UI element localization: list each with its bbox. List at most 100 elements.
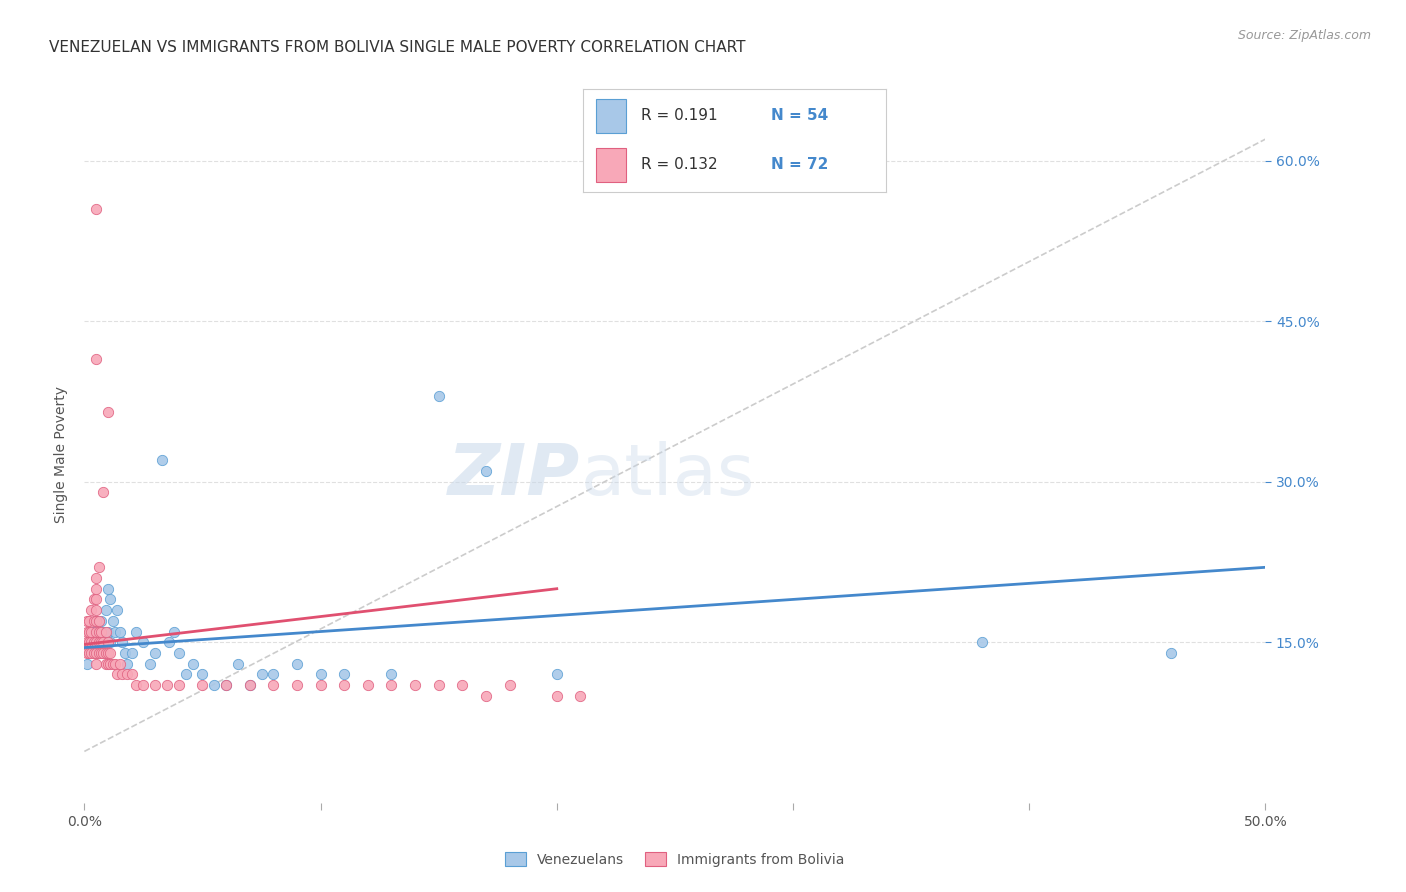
Point [97,405,120,419]
Point [546,689,568,703]
Point [83,614,105,628]
Point [101,657,124,671]
Point [108,657,131,671]
Point [167,646,190,660]
Point [83,592,105,607]
Point [104,624,127,639]
Point [84,351,107,366]
Point [132,678,155,692]
Point [77,646,100,660]
Point [97,582,120,596]
Point [83,646,105,660]
Point [84,635,107,649]
Point [174,667,197,681]
Point [77,646,100,660]
Point [970,635,993,649]
Point [80,635,103,649]
Point [1160,646,1182,660]
Point [121,646,143,660]
Point [80,635,103,649]
Point [104,657,127,671]
Point [167,678,190,692]
Point [157,635,180,649]
Point [475,464,498,478]
Point [333,678,356,692]
Point [115,657,138,671]
Legend: Venezuelans, Immigrants from Bolivia: Venezuelans, Immigrants from Bolivia [499,847,851,872]
Point [451,678,474,692]
Point [101,614,124,628]
Point [191,667,214,681]
Point [125,624,148,639]
Point [84,635,107,649]
Point [181,657,204,671]
Text: Source: ZipAtlas.com: Source: ZipAtlas.com [1237,29,1371,42]
Point [94,624,117,639]
Point [111,635,134,649]
Point [475,689,498,703]
Point [97,657,120,671]
Point [380,667,402,681]
Point [97,646,120,660]
Point [84,646,107,660]
Point [309,667,332,681]
Point [98,592,121,607]
Text: R = 0.191: R = 0.191 [641,108,717,123]
Point [108,624,131,639]
Point [76,646,98,660]
Point [80,646,103,660]
Point [98,646,121,660]
Point [90,635,112,649]
Point [91,646,114,660]
Point [163,624,186,639]
Point [77,614,100,628]
Point [262,678,284,692]
Point [84,614,107,628]
Point [498,678,520,692]
Point [107,603,129,617]
Point [83,635,105,649]
Point [97,635,120,649]
Point [546,667,568,681]
Point [84,657,107,671]
Y-axis label: Single Male Poverty: Single Male Poverty [55,386,69,524]
Point [91,646,114,660]
Point [202,678,225,692]
Point [156,678,179,692]
Point [84,582,107,596]
Point [285,678,308,692]
Text: N = 72: N = 72 [770,157,828,171]
Point [84,571,107,585]
Point [90,635,112,649]
Text: R = 0.132: R = 0.132 [641,157,717,171]
Point [333,667,356,681]
Point [76,614,98,628]
Point [84,592,107,607]
Point [90,614,112,628]
Point [80,624,103,639]
Point [87,624,110,639]
Point [98,635,121,649]
Point [132,635,155,649]
Point [98,657,121,671]
Point [94,603,117,617]
Text: VENEZUELAN VS IMMIGRANTS FROM BOLIVIA SINGLE MALE POVERTY CORRELATION CHART: VENEZUELAN VS IMMIGRANTS FROM BOLIVIA SI… [49,40,745,55]
Point [94,646,117,660]
Point [239,678,262,692]
Point [285,657,308,671]
Point [226,657,249,671]
Point [87,646,110,660]
Point [250,667,273,681]
Point [139,657,162,671]
Point [404,678,426,692]
Point [125,678,148,692]
Point [262,667,284,681]
Point [76,624,98,639]
Point [83,646,105,660]
Point [80,624,103,639]
Point [76,657,98,671]
Point [107,667,129,681]
Point [80,603,103,617]
Point [87,646,110,660]
Point [94,657,117,671]
